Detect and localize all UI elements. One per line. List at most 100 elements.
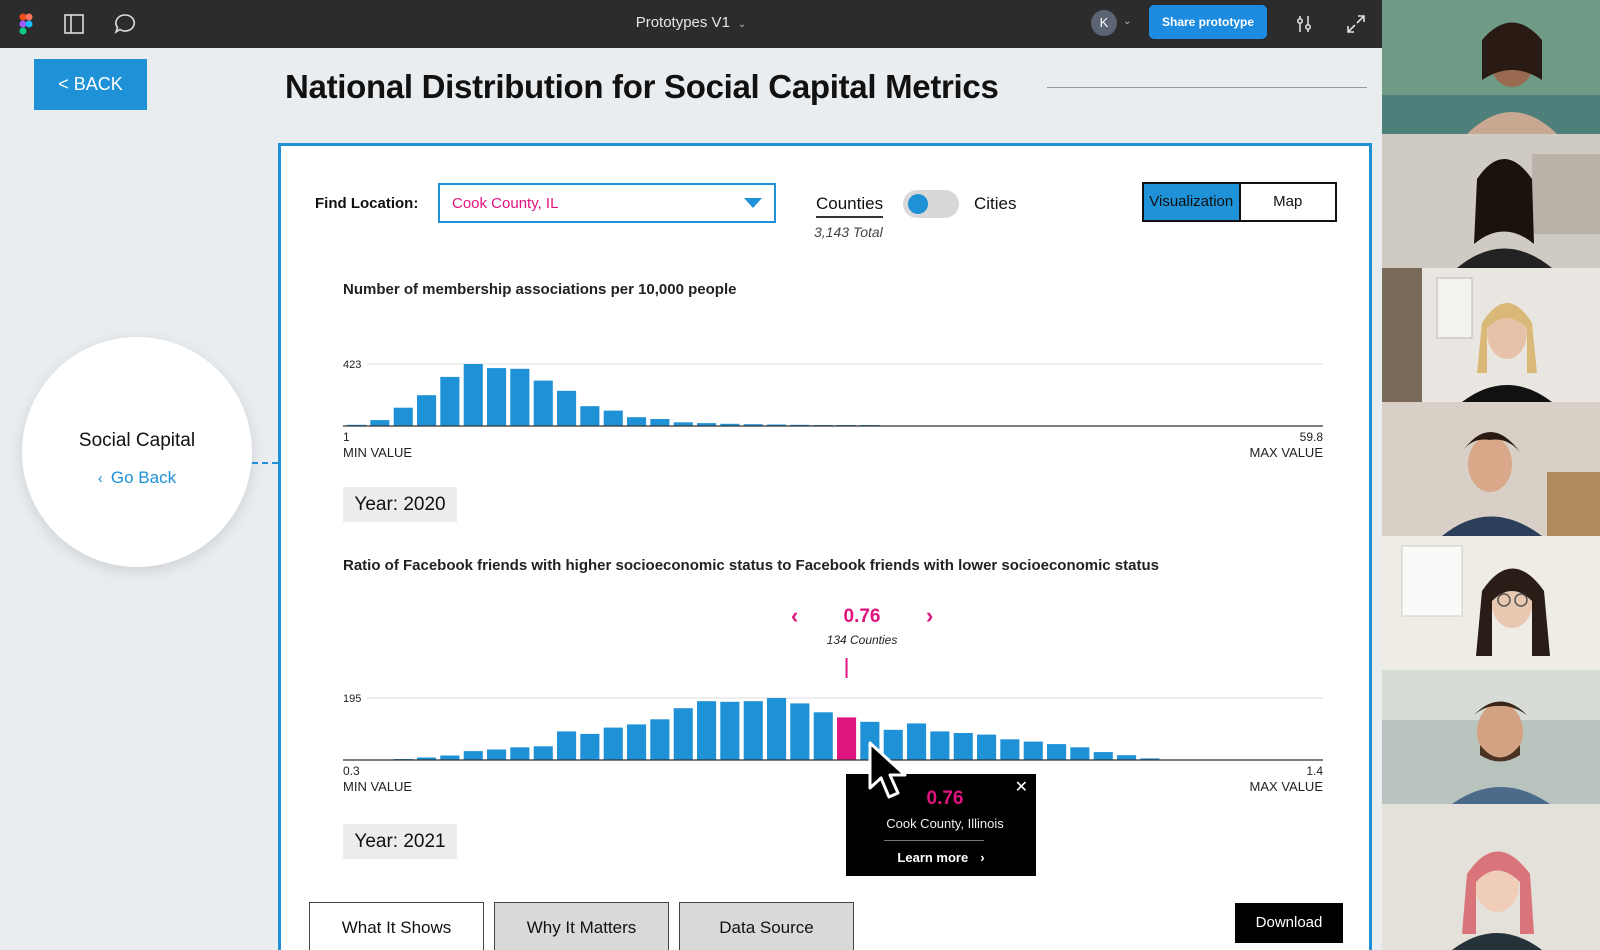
bar bbox=[557, 390, 577, 426]
map-tab[interactable]: Map bbox=[1273, 193, 1303, 210]
bar bbox=[533, 380, 553, 426]
bar bbox=[697, 423, 717, 426]
bar bbox=[673, 708, 693, 760]
bar bbox=[580, 406, 600, 426]
bar bbox=[907, 723, 927, 760]
settings-sliders-icon[interactable] bbox=[1292, 12, 1316, 36]
visualization-panel: Find Location: Cook County, IL Counties … bbox=[278, 143, 1372, 950]
selected-count: 134 Counties bbox=[826, 633, 898, 647]
y-max-label: 423 bbox=[343, 359, 361, 371]
close-icon[interactable]: ✕ bbox=[1014, 779, 1028, 796]
chevron-left-icon: ‹ bbox=[97, 470, 103, 487]
participant-video-3[interactable] bbox=[1382, 268, 1600, 402]
bar bbox=[1000, 739, 1020, 760]
caret-down-icon bbox=[744, 198, 762, 208]
bar bbox=[813, 712, 833, 760]
bar bbox=[767, 698, 787, 760]
bar bbox=[370, 420, 390, 426]
tooltip-divider bbox=[884, 840, 984, 841]
x-max-label: MAX VALUE bbox=[1250, 445, 1323, 460]
x-min-value: 1 bbox=[343, 430, 350, 444]
bar bbox=[393, 407, 413, 426]
learn-more-link[interactable]: Learn more › bbox=[897, 850, 985, 865]
previous-value-arrow-icon[interactable]: ‹ bbox=[791, 603, 799, 628]
bar bbox=[1047, 744, 1067, 760]
bar bbox=[1023, 741, 1043, 760]
cities-option[interactable]: Cities bbox=[974, 194, 1017, 213]
tab-data-source[interactable]: Data Source bbox=[679, 902, 854, 950]
bar bbox=[487, 368, 507, 426]
bar bbox=[627, 724, 647, 760]
x-min-label: MIN VALUE bbox=[343, 445, 412, 460]
bar bbox=[417, 757, 437, 760]
bar bbox=[417, 395, 437, 426]
chevron-right-icon: › bbox=[980, 850, 985, 865]
bar bbox=[930, 731, 950, 760]
bar bbox=[720, 701, 740, 760]
bar bbox=[510, 368, 530, 426]
counties-option[interactable]: Counties bbox=[816, 194, 884, 218]
download-button[interactable]: Download bbox=[1235, 903, 1343, 943]
x-max-label: MAX VALUE bbox=[1250, 779, 1323, 794]
bar-tooltip: ✕ 0.76 Cook County, Illinois Learn more › bbox=[846, 774, 1036, 876]
participant-video-1[interactable] bbox=[1382, 0, 1600, 134]
bar bbox=[953, 733, 973, 760]
figma-logo-icon[interactable] bbox=[14, 12, 38, 36]
year-badge-2020[interactable]: Year: 2020 bbox=[343, 487, 457, 522]
tab-what-it-shows[interactable]: What It Shows bbox=[309, 902, 484, 950]
bar bbox=[347, 424, 367, 426]
year-badge-2021[interactable]: Year: 2021 bbox=[343, 824, 457, 859]
bar bbox=[977, 734, 997, 760]
sidebar-toggle-icon[interactable] bbox=[62, 12, 86, 36]
participant-video-5[interactable] bbox=[1382, 536, 1600, 670]
bar bbox=[440, 755, 460, 760]
chevron-down-icon: ⌄ bbox=[737, 19, 747, 30]
chart-1-title: Number of membership associations per 10… bbox=[343, 281, 737, 298]
bar bbox=[883, 729, 903, 760]
connector-line bbox=[252, 462, 278, 464]
share-prototype-button[interactable]: Share prototype bbox=[1149, 5, 1267, 39]
next-value-arrow-icon[interactable]: › bbox=[926, 603, 934, 628]
go-back-link[interactable]: ‹ Go Back bbox=[97, 468, 177, 487]
tab-why-it-matters[interactable]: Why It Matters bbox=[494, 902, 669, 950]
participant-video-7[interactable] bbox=[1382, 804, 1600, 950]
bar bbox=[1140, 758, 1160, 760]
video-participants-panel bbox=[1382, 0, 1600, 950]
chevron-down-icon[interactable]: ⌄ bbox=[1123, 16, 1132, 27]
bar bbox=[1070, 747, 1090, 760]
comment-icon[interactable] bbox=[113, 12, 137, 36]
counties-cities-toggle[interactable] bbox=[903, 190, 959, 218]
bar bbox=[533, 746, 553, 760]
bar bbox=[650, 419, 670, 426]
participant-video-2[interactable] bbox=[1382, 134, 1600, 268]
title-divider bbox=[1047, 87, 1367, 88]
bar bbox=[1117, 755, 1137, 760]
participant-video-6[interactable] bbox=[1382, 670, 1600, 804]
prototype-title[interactable]: Prototypes V1 ⌄ bbox=[635, 14, 747, 31]
expand-icon[interactable] bbox=[1344, 12, 1368, 36]
chart-2-title: Ratio of Facebook friends with higher so… bbox=[343, 557, 1159, 574]
page-title: National Distribution for Social Capital… bbox=[285, 68, 999, 105]
bar bbox=[743, 701, 763, 760]
node-title: Social Capital bbox=[78, 430, 196, 451]
toggle-knob bbox=[908, 194, 928, 214]
selected-value: 0.76 bbox=[843, 606, 881, 627]
bar bbox=[673, 422, 693, 426]
bar bbox=[650, 719, 670, 760]
participant-video-4[interactable] bbox=[1382, 402, 1600, 536]
x-max-value: 59.8 bbox=[1300, 430, 1323, 444]
bar bbox=[603, 727, 623, 760]
tooltip-value: 0.76 bbox=[926, 788, 964, 809]
find-location-label: Find Location: bbox=[315, 195, 419, 212]
bar-highlighted bbox=[837, 717, 857, 760]
bar bbox=[720, 423, 740, 426]
location-select[interactable]: Cook County, IL bbox=[438, 183, 776, 223]
bar bbox=[767, 424, 787, 426]
back-button[interactable]: < BACK bbox=[34, 59, 147, 110]
visualization-tab[interactable]: Visualization bbox=[1144, 184, 1241, 220]
bar bbox=[440, 376, 460, 426]
bar bbox=[743, 424, 763, 426]
user-avatar[interactable]: K bbox=[1091, 10, 1117, 36]
bar bbox=[697, 701, 717, 760]
